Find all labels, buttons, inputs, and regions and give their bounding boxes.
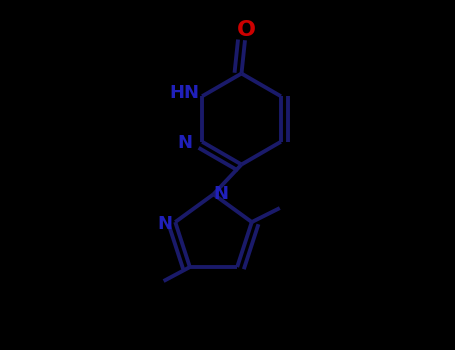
Text: N: N [178,134,193,153]
Text: HN: HN [169,84,199,103]
Text: O: O [237,20,256,41]
Text: N: N [214,184,229,203]
Text: N: N [157,215,172,233]
